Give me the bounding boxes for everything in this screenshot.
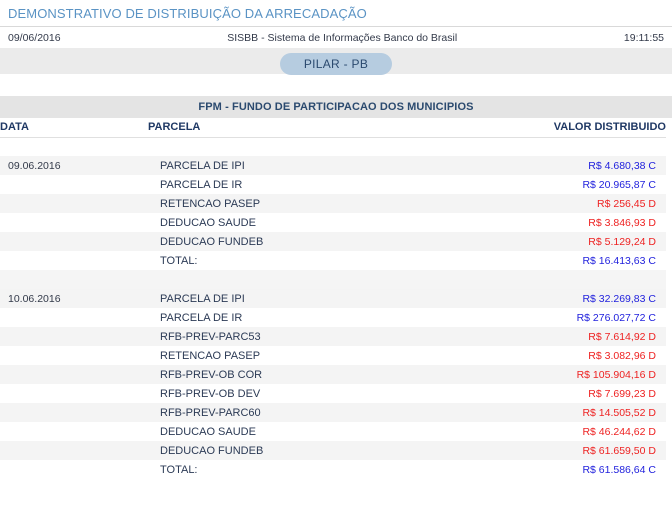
table-row: RETENCAO PASEP R$ 3.082,96 D <box>0 346 666 365</box>
cell-parcel: DEDUCAO FUNDEB <box>148 232 518 251</box>
cell-value: R$ 256,45 D <box>518 194 666 213</box>
cell-value: R$ 4.680,38 C <box>518 156 666 175</box>
table-row: 10.06.2016 PARCELA DE IPI R$ 32.269,83 C <box>0 289 666 308</box>
cell-date <box>0 175 148 194</box>
cell-date <box>0 403 148 422</box>
table-row: RFB-PREV-OB COR R$ 105.904,16 D <box>0 365 666 384</box>
table-row: RFB-PREV-PARC53 R$ 7.614,92 D <box>0 327 666 346</box>
cell-value: R$ 3.846,93 D <box>518 213 666 232</box>
cell-parcel: RETENCAO PASEP <box>148 194 518 213</box>
title-bar: DEMONSTRATIVO DE DISTRIBUIÇÃO DA ARRECAD… <box>0 0 672 26</box>
cell-parcel: DEDUCAO SAUDE <box>148 422 518 441</box>
cell-total-value: R$ 16.413,63 C <box>518 251 666 270</box>
section-band-title: FPM - FUNDO DE PARTICIPACAO DOS MUNICIPI… <box>0 96 672 118</box>
table-row: TOTAL: R$ 16.413,63 C <box>0 251 666 270</box>
column-header-date: DATA <box>0 118 148 138</box>
report-time: 19:11:55 <box>623 31 664 44</box>
cell-date: 09.06.2016 <box>0 156 148 175</box>
entity-badge: PILAR - PB <box>279 53 393 75</box>
table-row: TOTAL: R$ 61.586,64 C <box>0 460 666 479</box>
cell-date <box>0 460 148 479</box>
cell-parcel: RFB-PREV-PARC53 <box>148 327 518 346</box>
cell-parcel: PARCELA DE IR <box>148 175 518 194</box>
cell-parcel: RFB-PREV-OB DEV <box>148 384 518 403</box>
cell-parcel: RFB-PREV-OB COR <box>148 365 518 384</box>
table-row: PARCELA DE IR R$ 20.965,87 C <box>0 175 666 194</box>
cell-date <box>0 308 148 327</box>
cell-value: R$ 61.659,50 D <box>518 441 666 460</box>
cell-date <box>0 327 148 346</box>
cell-date <box>0 213 148 232</box>
cell-value: R$ 32.269,83 C <box>518 289 666 308</box>
table-spacer-row <box>0 137 666 156</box>
cell-total-label: TOTAL: <box>148 251 518 270</box>
cell-date <box>0 251 148 270</box>
cell-value: R$ 5.129,24 D <box>518 232 666 251</box>
cell-total-value: R$ 61.586,64 C <box>518 460 666 479</box>
cell-parcel: DEDUCAO SAUDE <box>148 213 518 232</box>
table-header-row: DATA PARCELA VALOR DISTRIBUIDO <box>0 118 666 138</box>
distribution-table: DATA PARCELA VALOR DISTRIBUIDO 09.06.201… <box>0 118 666 498</box>
info-strip: 09/06/2016 SISBB - Sistema de Informaçõe… <box>0 26 672 48</box>
table-block-separator <box>0 270 666 289</box>
table-row: DEDUCAO SAUDE R$ 46.244,62 D <box>0 422 666 441</box>
cell-parcel: PARCELA DE IPI <box>148 156 518 175</box>
cell-parcel: PARCELA DE IR <box>148 308 518 327</box>
system-name: SISBB - Sistema de Informações Banco do … <box>227 31 458 44</box>
table-row: PARCELA DE IR R$ 276.027,72 C <box>0 308 666 327</box>
table-row: RFB-PREV-PARC60 R$ 14.505,52 D <box>0 403 666 422</box>
table-block-separator <box>0 479 666 498</box>
cell-value: R$ 20.965,87 C <box>518 175 666 194</box>
table-row: 09.06.2016 PARCELA DE IPI R$ 4.680,38 C <box>0 156 666 175</box>
cell-date <box>0 194 148 213</box>
cell-parcel: PARCELA DE IPI <box>148 289 518 308</box>
cell-date <box>0 441 148 460</box>
cell-value: R$ 46.244,62 D <box>518 422 666 441</box>
cell-date <box>0 384 148 403</box>
table-row: DEDUCAO SAUDE R$ 3.846,93 D <box>0 213 666 232</box>
cell-parcel: DEDUCAO FUNDEB <box>148 441 518 460</box>
table-row: DEDUCAO FUNDEB R$ 5.129,24 D <box>0 232 666 251</box>
cell-value: R$ 276.027,72 C <box>518 308 666 327</box>
cell-date <box>0 365 148 384</box>
cell-date <box>0 422 148 441</box>
cell-value: R$ 3.082,96 D <box>518 346 666 365</box>
cell-value: R$ 7.614,92 D <box>518 327 666 346</box>
cell-parcel: RFB-PREV-PARC60 <box>148 403 518 422</box>
column-header-value: VALOR DISTRIBUIDO <box>518 118 666 138</box>
cell-date <box>0 346 148 365</box>
table-body: 09.06.2016 PARCELA DE IPI R$ 4.680,38 C PAR… <box>0 137 666 498</box>
column-header-parcel: PARCELA <box>148 118 518 138</box>
entity-band: PILAR - PB <box>0 48 672 75</box>
report-date: 09/06/2016 <box>8 31 61 44</box>
band-gap <box>0 74 672 96</box>
table-row: RFB-PREV-OB DEV R$ 7.699,23 D <box>0 384 666 403</box>
table-row: RETENCAO PASEP R$ 256,45 D <box>0 194 666 213</box>
cell-total-label: TOTAL: <box>148 460 518 479</box>
page-title: DEMONSTRATIVO DE DISTRIBUIÇÃO DA ARRECAD… <box>8 6 367 21</box>
table-row: DEDUCAO FUNDEB R$ 61.659,50 D <box>0 441 666 460</box>
cell-parcel: RETENCAO PASEP <box>148 346 518 365</box>
cell-value: R$ 14.505,52 D <box>518 403 666 422</box>
cell-value: R$ 7.699,23 D <box>518 384 666 403</box>
table-head: DATA PARCELA VALOR DISTRIBUIDO <box>0 118 666 138</box>
cell-date <box>0 232 148 251</box>
cell-value: R$ 105.904,16 D <box>518 365 666 384</box>
cell-date: 10.06.2016 <box>0 289 148 308</box>
